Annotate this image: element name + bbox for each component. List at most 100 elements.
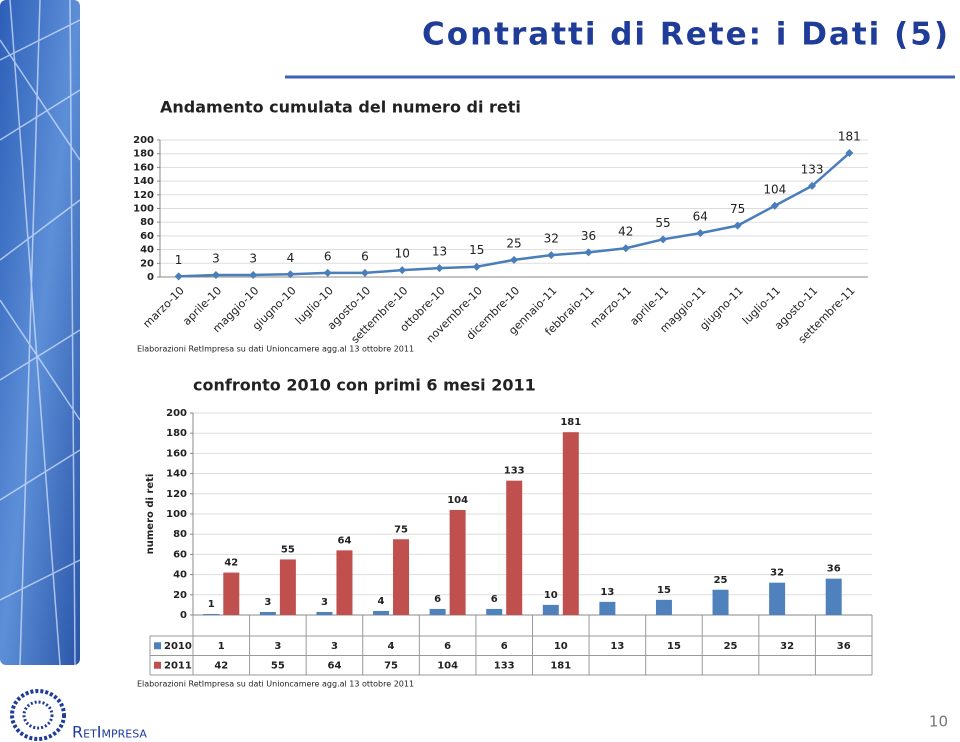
y-tick-label: 100	[133, 204, 154, 215]
bar	[825, 578, 842, 615]
legend-label: 2011	[164, 660, 192, 671]
data-label: 1	[208, 599, 215, 610]
decor-strip	[0, 0, 81, 666]
data-label: 64	[337, 535, 351, 546]
y-tick-label: 120	[133, 190, 154, 201]
data-label: 3	[321, 597, 328, 608]
data-label: 6	[324, 249, 332, 263]
bar	[336, 550, 353, 615]
table-cell: 15	[667, 641, 681, 652]
data-label: 6	[491, 594, 498, 605]
marker	[659, 235, 668, 244]
table-cell: 1	[218, 641, 225, 652]
logo-text: RetImpresa	[72, 723, 147, 742]
data-label: 4	[378, 596, 385, 607]
y-axis-title: numero di reti	[145, 474, 156, 555]
x-tick-label: marzo-10	[140, 284, 186, 330]
table-cell: 104	[437, 660, 458, 671]
bar	[486, 608, 503, 615]
y-tick-label: 140	[133, 176, 154, 187]
marker	[286, 270, 295, 279]
table-cell: 4	[388, 641, 395, 652]
y-tick-label: 60	[140, 231, 154, 242]
data-label: 1	[175, 253, 183, 267]
bar	[393, 539, 410, 615]
marker	[770, 201, 779, 210]
bar	[449, 509, 466, 615]
bar	[712, 589, 729, 615]
data-label: 104	[447, 495, 468, 506]
marker	[696, 229, 705, 238]
marker	[398, 266, 407, 275]
data-label: 25	[714, 575, 728, 586]
data-label: 104	[763, 182, 786, 196]
marker	[621, 244, 630, 253]
bar	[259, 611, 276, 615]
data-label: 6	[361, 249, 369, 263]
data-label: 4	[287, 251, 295, 265]
bar	[316, 611, 333, 615]
table-cell: 75	[384, 660, 398, 671]
marker	[808, 181, 817, 190]
marker	[249, 270, 258, 279]
marker	[211, 270, 220, 279]
bar	[279, 559, 296, 615]
slide-title: Contratti di Rete: i Dati (5)	[422, 17, 950, 53]
data-label: 32	[770, 568, 784, 579]
legend-swatch	[154, 661, 161, 669]
table-cell: 3	[331, 641, 338, 652]
data-label: 133	[801, 162, 824, 176]
table-cell: 133	[494, 660, 515, 671]
data-label: 3	[264, 597, 271, 608]
y-tick-label: 120	[166, 489, 187, 500]
data-label: 6	[434, 594, 441, 605]
table-cell: 6	[444, 641, 451, 652]
bar	[562, 432, 579, 615]
data-label: 15	[469, 243, 484, 257]
bar	[769, 582, 786, 615]
bar	[223, 572, 240, 615]
marker	[584, 248, 593, 257]
legend-label: 2010	[164, 641, 192, 652]
table-cell: 10	[554, 641, 568, 652]
data-label: 10	[544, 590, 558, 601]
y-tick-label: 40	[173, 570, 187, 581]
marker	[510, 255, 518, 264]
y-tick-label: 180	[133, 149, 154, 160]
marker	[174, 272, 183, 281]
y-tick-label: 80	[173, 529, 187, 540]
y-tick-label: 80	[140, 217, 154, 228]
y-tick-label: 20	[173, 590, 187, 601]
table-cell: 32	[780, 641, 794, 652]
data-label: 3	[212, 251, 220, 265]
data-label: 75	[730, 202, 745, 216]
marker	[360, 268, 369, 277]
data-label: 36	[581, 229, 596, 243]
y-tick-label: 60	[173, 549, 187, 560]
logo	[10, 689, 66, 741]
data-label: 42	[618, 225, 633, 239]
data-label: 15	[657, 585, 671, 596]
y-tick-label: 180	[166, 428, 187, 439]
bar	[542, 604, 559, 615]
chart-title: Andamento cumulata del numero di reti	[160, 98, 521, 117]
table-cell: 181	[550, 660, 571, 671]
source-note: Elaborazioni RetImpresa su dati Unioncam…	[137, 345, 414, 354]
table-cell: 64	[327, 660, 341, 671]
data-label: 133	[504, 466, 525, 477]
data-label: 181	[560, 417, 581, 428]
table-cell: 6	[501, 641, 508, 652]
data-label: 42	[224, 558, 238, 569]
marker	[323, 268, 332, 277]
data-label: 181	[838, 130, 861, 144]
data-label: 10	[395, 247, 410, 261]
y-tick-label: 140	[166, 469, 187, 480]
source-note: Elaborazioni RetImpresa su dati Unioncam…	[137, 680, 414, 689]
marker	[435, 264, 444, 273]
page-number: 10	[929, 713, 948, 731]
marker	[472, 262, 481, 271]
table-cell: 13	[610, 641, 624, 652]
data-label: 55	[655, 216, 670, 230]
y-tick-label: 160	[133, 162, 154, 173]
